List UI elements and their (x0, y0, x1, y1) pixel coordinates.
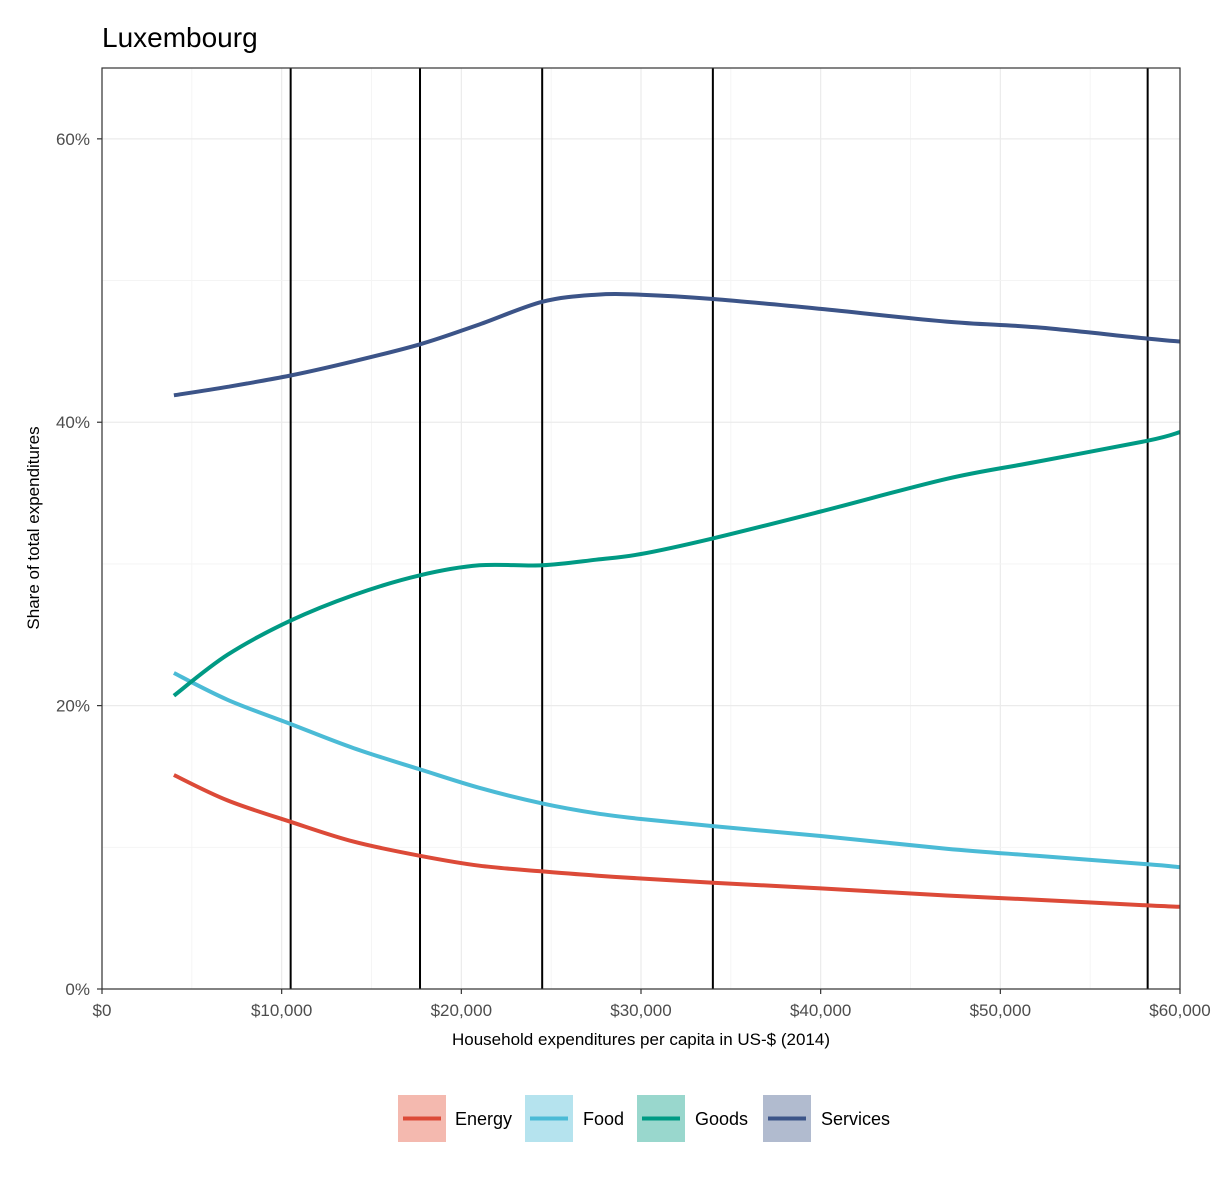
y-axis-ticks: 0% 20% 40% 60% (56, 130, 102, 999)
series-line-energy (173, 773, 1181, 909)
legend-label-energy: Energy (455, 1109, 512, 1129)
x-axis-ticks: $0 $10,000 $20,000 $30,000 $40,000 $50,000 $60… (93, 989, 1211, 1020)
y-tick-label: 40% (56, 413, 90, 432)
x-tick-label: $20,000 (431, 1001, 492, 1020)
y-tick-label: 20% (56, 697, 90, 716)
legend-label-goods: Goods (695, 1109, 748, 1129)
chart-title: Luxembourg (102, 22, 258, 53)
legend: Energy Food Goods Services (398, 1095, 890, 1142)
grid-lines (101, 68, 1181, 990)
reference-lines (289, 68, 1149, 989)
series-lines (172, 291, 1181, 909)
y-tick-label: 60% (56, 130, 90, 149)
y-tick-label: 0% (65, 980, 90, 999)
x-tick-label: $60,000 (1149, 1001, 1210, 1020)
x-axis-title: Household expenditures per capita in US-… (452, 1030, 830, 1049)
series-line-goods (172, 430, 1181, 698)
legend-label-services: Services (821, 1109, 890, 1129)
x-tick-label: $40,000 (790, 1001, 851, 1020)
y-axis-title: Share of total expenditures (24, 426, 43, 629)
x-tick-label: $30,000 (610, 1001, 671, 1020)
x-tick-label: $0 (93, 1001, 112, 1020)
x-tick-label: $50,000 (970, 1001, 1031, 1020)
x-tick-label: $10,000 (251, 1001, 312, 1020)
legend-label-food: Food (583, 1109, 624, 1129)
series-line-services (173, 291, 1181, 398)
series-line-food (172, 671, 1181, 870)
